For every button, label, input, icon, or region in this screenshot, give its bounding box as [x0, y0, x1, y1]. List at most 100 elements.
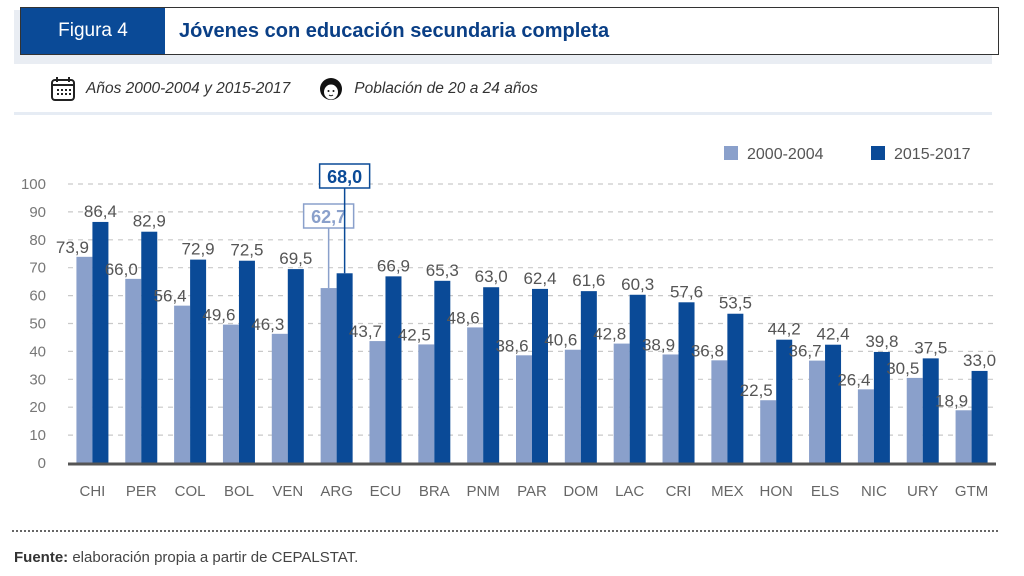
x-tick-label: PNM — [466, 483, 499, 500]
value-label-2015-2017: 65,3 — [426, 261, 459, 280]
y-tick-label: 70 — [29, 260, 46, 277]
years-text: Años 2000-2004 y 2015-2017 — [86, 80, 291, 97]
bar-2000-2004 — [174, 305, 191, 463]
bar-2000-2004 — [222, 324, 239, 463]
bar-2000-2004 — [906, 377, 923, 463]
y-tick-label: 100 — [21, 176, 46, 193]
value-label-2015-2017: 53,5 — [719, 294, 752, 313]
legend: 2000-2004 2015-2017 — [724, 146, 971, 163]
bar-2015-2017 — [776, 339, 793, 463]
figure-title: Jóvenes con educación secundaria complet… — [179, 19, 610, 42]
bar-2000-2004 — [271, 333, 288, 463]
x-tick-label: ARG — [320, 483, 353, 500]
value-labels: 73,9 86,4 66,0 82,9 56,4 72,9 49,6 72,5 46,3 69,5… — [56, 163, 996, 410]
x-tick-label: LAC — [615, 483, 644, 500]
x-tick-label: DOM — [563, 483, 598, 500]
value-label-2015-2017: 33,0 — [963, 351, 996, 370]
figure-header: Figura 4 Jóvenes con educación secundari… — [20, 7, 999, 55]
bar-2015-2017 — [922, 358, 939, 463]
y-tick-label: 0 — [38, 455, 46, 472]
x-tick-label: HON — [760, 483, 793, 500]
bar-2015-2017 — [336, 273, 353, 463]
value-label-2000-2004: 26,4 — [837, 370, 870, 389]
bar-2015-2017 — [483, 287, 500, 463]
y-tick-label: 80 — [29, 232, 46, 249]
x-axis: CHI PER COL BOL VEN ARG ECU BRA PNM PAR DOM LAC CRI M… — [68, 462, 996, 500]
bar-2000-2004 — [418, 344, 435, 463]
chart-meta: Años 2000-2004 y 2015-2017 Población de … — [50, 76, 566, 102]
bar-2000-2004 — [125, 278, 142, 463]
bar-2015-2017 — [629, 294, 646, 463]
value-label-2000-2004: 48,6 — [447, 308, 480, 327]
x-tick-label: BRA — [419, 483, 450, 500]
value-label-2015-2017: 72,9 — [182, 240, 215, 259]
y-tick-label: 90 — [29, 204, 46, 221]
x-tick-label: GTM — [955, 483, 988, 500]
x-tick-label: PER — [126, 483, 157, 500]
value-label-2000-2004: 56,4 — [154, 287, 187, 306]
figure-label: Figura 4 — [21, 8, 165, 54]
x-tick-label: ECU — [370, 483, 402, 500]
bar-2000-2004 — [369, 341, 386, 463]
value-label-2015-2017: 60,3 — [621, 275, 654, 294]
x-tick-label: CHI — [79, 483, 105, 500]
bar-2000-2004 — [76, 256, 93, 463]
bar-2000-2004 — [711, 360, 728, 463]
bar-2000-2004 — [955, 410, 972, 463]
x-tick-label: NIC — [861, 483, 887, 500]
bar-2015-2017 — [238, 260, 255, 463]
population-meta: Población de 20 a 24 años — [318, 76, 538, 102]
value-label-2015-2017: 86,4 — [84, 202, 117, 221]
y-tick-label: 60 — [29, 288, 46, 305]
bar-chart: 0 10 20 30 40 50 60 70 80 90 100 73,9 86,4 66,0 82,9 5… — [21, 146, 996, 500]
value-label-2015-2017: 63,0 — [475, 267, 508, 286]
bar-2000-2004 — [662, 354, 679, 463]
value-label-2000-2004: 42,8 — [593, 325, 626, 344]
bar-2000-2004 — [516, 355, 532, 463]
bar-2015-2017 — [580, 291, 597, 463]
bar-2015-2017 — [190, 259, 207, 463]
value-label-2000-2004: 73,9 — [56, 238, 89, 257]
value-label-2000-2004: 38,6 — [495, 336, 528, 355]
years-meta: Años 2000-2004 y 2015-2017 — [50, 76, 290, 102]
source-note: Fuente: elaboración propia a partir de C… — [14, 549, 358, 566]
bar-2000-2004 — [760, 400, 777, 463]
bar-2015-2017 — [971, 370, 988, 463]
bar-2000-2004 — [857, 389, 874, 463]
value-label-2015-2017: 42,4 — [817, 325, 850, 344]
bar-2000-2004 — [613, 343, 630, 463]
y-axis: 0 10 20 30 40 50 60 70 80 90 100 — [21, 176, 46, 472]
callout-box-2015-2017 — [318, 163, 371, 189]
population-text: Población de 20 a 24 años — [354, 80, 538, 97]
value-label-2000-2004: 38,9 — [642, 335, 675, 354]
value-label-2015-2017: 57,6 — [670, 282, 703, 301]
value-label-2015-2017: 62,4 — [523, 269, 556, 288]
bar-2015-2017 — [727, 313, 744, 463]
bar-2015-2017 — [141, 231, 158, 463]
value-label-2000-2004: 66,0 — [105, 260, 138, 279]
value-label-2015-2017: 68,0 — [327, 167, 362, 187]
bar-2000-2004 — [564, 349, 581, 463]
bars — [76, 221, 988, 463]
bar-2015-2017 — [434, 280, 451, 463]
calendar-icon — [51, 77, 75, 101]
value-label-2000-2004: 43,7 — [349, 322, 382, 341]
value-label-2000-2004: 30,5 — [886, 359, 919, 378]
legend-swatch-2015-2017 — [871, 146, 885, 160]
value-label-2015-2017: 66,9 — [377, 256, 410, 275]
legend-label-2000-2004: 2000-2004 — [747, 146, 824, 163]
bar-2015-2017 — [873, 351, 890, 463]
value-label-2015-2017: 69,5 — [279, 249, 312, 268]
value-label-2000-2004: 42,5 — [398, 325, 431, 344]
legend-swatch-2000-2004 — [724, 146, 738, 160]
value-label-2015-2017: 37,5 — [914, 338, 947, 357]
y-tick-label: 30 — [29, 371, 46, 388]
x-tick-label: MEX — [711, 483, 744, 500]
value-label-2000-2004: 36,7 — [789, 342, 822, 361]
person-face-icon — [320, 78, 343, 100]
bar-2015-2017 — [678, 302, 695, 463]
bar-2015-2017 — [532, 288, 548, 463]
bar-2000-2004 — [467, 327, 484, 463]
value-label-2000-2004: 40,6 — [544, 331, 577, 350]
value-label-2015-2017: 44,2 — [768, 320, 801, 339]
